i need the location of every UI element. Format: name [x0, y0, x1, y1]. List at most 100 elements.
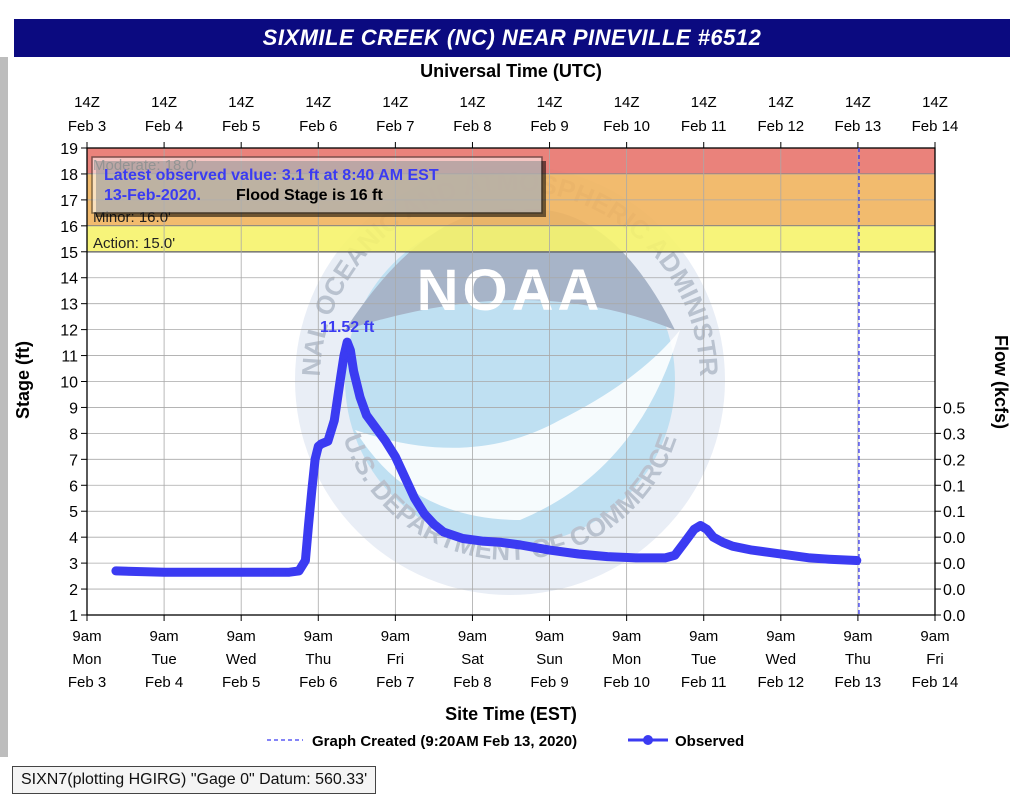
series-point-0-16 — [343, 338, 352, 347]
x-top-tick-time-9: 14Z — [768, 94, 794, 111]
series-point-0-38 — [670, 551, 679, 560]
x-top-tick-time-0: 14Z — [74, 94, 100, 111]
y-tick-label-12: 13 — [60, 297, 78, 314]
x-tick-time-2: 9am — [227, 628, 256, 645]
x-tick-date-11: Feb 14 — [912, 674, 959, 691]
chart-labels: 11.52 ft Latest observed value: 3.1 ft at… — [91, 156, 744, 750]
series-point-0-15 — [339, 351, 348, 360]
peak-label: 11.52 ft — [320, 319, 375, 336]
series-point-0-51 — [852, 556, 861, 565]
x-tick-date-9: Feb 12 — [757, 674, 804, 691]
y-tick-label-13: 14 — [60, 271, 78, 288]
y-tick-label-16: 17 — [60, 193, 78, 210]
series-point-0-32 — [516, 540, 525, 549]
x-tick-date-10: Feb 13 — [835, 674, 882, 691]
x-top-tick-date-11: Feb 14 — [912, 118, 959, 135]
x-tick-date-6: Feb 9 — [530, 674, 568, 691]
watermark-gull-body — [355, 330, 680, 520]
x-tick-time-8: 9am — [689, 628, 718, 645]
chart-title: SIXMILE CREEK (NC) NEAR PINEVILLE #6512 — [14, 19, 1010, 57]
y-tick-label-9: 10 — [60, 375, 78, 392]
series-point-0-24 — [401, 473, 409, 482]
series-point-0-2 — [237, 568, 246, 577]
series-point-0-45 — [728, 542, 737, 551]
series-line-0 — [111, 337, 862, 577]
y-tick-label-3: 4 — [69, 530, 78, 547]
x-top-tick-time-2: 14Z — [228, 94, 254, 111]
series-point-0-13 — [330, 416, 339, 425]
x-tick-day-7: Mon — [612, 651, 641, 668]
series-point-0-41 — [696, 521, 705, 530]
series-point-0-25 — [410, 494, 419, 503]
series-point-0-14 — [336, 372, 345, 381]
x-tick-time-5: 9am — [458, 628, 487, 645]
x-tick-time-4: 9am — [381, 628, 410, 645]
series-point-0-42 — [702, 525, 711, 534]
series-point-0-49 — [805, 553, 814, 562]
y-tick-label-8: 9 — [69, 400, 78, 417]
series-point-0-50 — [825, 555, 833, 564]
series-point-0-34 — [574, 550, 583, 559]
x-top-tick-time-5: 14Z — [460, 94, 486, 111]
x-top-tick-date-8: Feb 11 — [681, 118, 727, 135]
y2-tick-label-6: 0.2 — [943, 452, 965, 469]
y-tick-label-2: 3 — [69, 556, 78, 573]
series-point-0-43 — [709, 533, 718, 542]
info-latest-line2: 13-Feb-2020. — [104, 187, 201, 204]
flood-band-label-2: Action: 15.0' — [93, 235, 175, 252]
y2-tick-label-1: 0.0 — [943, 582, 965, 599]
x-tick-time-0: 9am — [72, 628, 101, 645]
series-point-0-0 — [111, 566, 120, 575]
x-top-tick-time-8: 14Z — [691, 94, 717, 111]
series-point-0-27 — [429, 520, 438, 529]
x-axis-title: Site Time (EST) — [445, 704, 577, 724]
info-latest-line1: Latest observed value: 3.1 ft at 8:40 AM… — [104, 167, 439, 184]
x-tick-day-3: Thu — [305, 651, 331, 668]
x-top-tick-date-0: Feb 3 — [68, 118, 106, 135]
hydrograph-chart: NOAANATIONAL OCEANIC AND ATMOSPHERIC ADM… — [0, 57, 1024, 757]
y-tick-label-10: 11 — [61, 349, 78, 366]
series-point-0-28 — [439, 527, 448, 536]
series-point-0-17 — [346, 346, 355, 355]
x-tick-time-1: 9am — [149, 628, 178, 645]
x-tick-day-6: Sun — [536, 651, 563, 668]
x-tick-time-11: 9am — [920, 628, 949, 645]
x-tick-time-3: 9am — [304, 628, 333, 645]
series-point-0-23 — [391, 452, 400, 461]
x-tick-date-8: Feb 11 — [681, 674, 727, 691]
y-tick-label-18: 19 — [60, 141, 78, 158]
y-tick-label-15: 16 — [60, 219, 78, 236]
series-point-0-36 — [632, 553, 641, 562]
x-tick-date-5: Feb 8 — [453, 674, 491, 691]
y-tick-label-5: 6 — [69, 478, 78, 495]
series-point-0-12 — [323, 437, 332, 446]
y-tick-label-4: 5 — [69, 504, 78, 521]
axes: 123456789101112131415161718190.00.00.00.… — [13, 61, 1011, 724]
series-point-0-22 — [381, 437, 390, 446]
series-point-0-48 — [786, 551, 795, 560]
series-point-0-7 — [304, 520, 313, 529]
x-top-tick-date-7: Feb 10 — [603, 118, 650, 135]
series-point-0-4 — [285, 568, 294, 577]
x-top-tick-date-3: Feb 6 — [299, 118, 337, 135]
series-point-0-47 — [767, 548, 776, 557]
series-point-0-18 — [349, 367, 358, 376]
series-point-0-19 — [356, 393, 365, 402]
legend-observed-label: Observed — [675, 733, 744, 750]
y-tick-label-0: 1 — [69, 608, 78, 625]
y-tick-label-6: 7 — [69, 452, 78, 469]
x-top-tick-date-2: Feb 5 — [222, 118, 260, 135]
x-tick-date-0: Feb 3 — [68, 674, 106, 691]
x-top-tick-time-7: 14Z — [614, 94, 640, 111]
x-tick-day-0: Mon — [72, 651, 101, 668]
y2-axis-title: Flow (kcfs) — [991, 335, 1011, 429]
series-point-0-30 — [478, 537, 487, 546]
y2-tick-label-5: 0.1 — [943, 478, 965, 495]
datum-note: SIXN7(plotting HGIRG) "Gage 0" Datum: 56… — [12, 766, 377, 794]
info-flood-stage: Flood Stage is 16 ft — [236, 187, 383, 204]
x-tick-day-1: Tue — [151, 651, 176, 668]
y2-tick-label-4: 0.1 — [943, 504, 965, 521]
x-tick-time-10: 9am — [843, 628, 872, 645]
x-top-tick-date-1: Feb 4 — [145, 118, 183, 135]
